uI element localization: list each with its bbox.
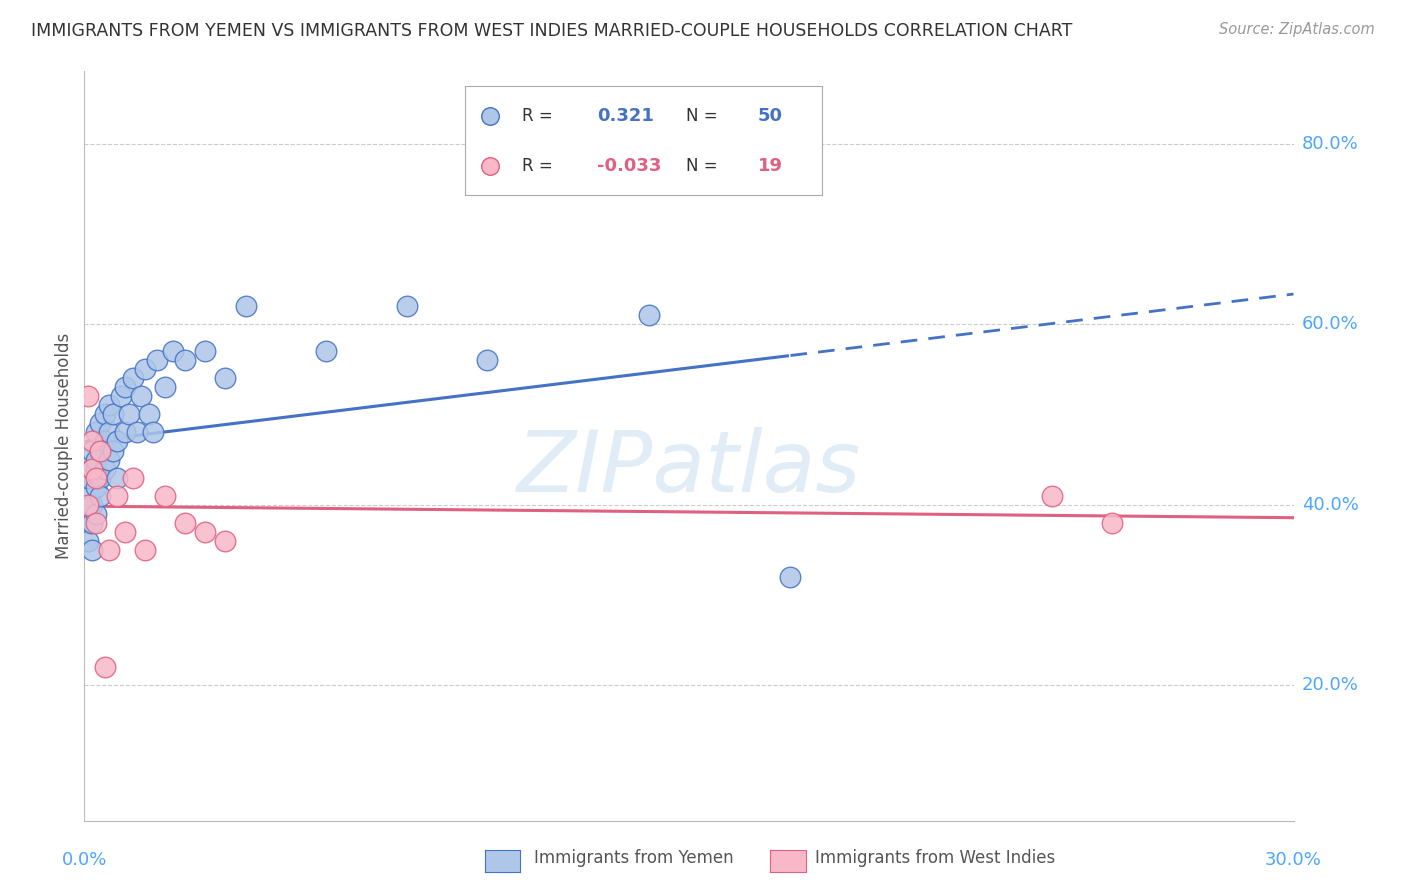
Y-axis label: Married-couple Households: Married-couple Households [55, 333, 73, 559]
Point [86, 507, 108, 521]
Point [174, 516, 197, 530]
Point [97, 398, 120, 412]
Point [93, 434, 115, 449]
Point [82, 542, 104, 557]
Point [89, 489, 111, 503]
Text: 60.0%: 60.0% [1302, 315, 1358, 333]
Point [118, 408, 141, 422]
Point [114, 380, 136, 394]
Point [82, 434, 104, 449]
Point [1040, 489, 1063, 503]
Point [142, 425, 165, 440]
Point [194, 344, 217, 359]
Point [162, 344, 184, 359]
Text: 40.0%: 40.0% [1302, 496, 1358, 514]
Point [77, 516, 100, 530]
Point [86, 461, 108, 475]
Point [89, 470, 111, 484]
Point [105, 470, 128, 484]
Point [101, 443, 124, 458]
Text: ZIPatlas: ZIPatlas [517, 427, 860, 510]
Text: 80.0%: 80.0% [1302, 135, 1358, 153]
Point [86, 425, 108, 440]
Point [89, 443, 111, 458]
Point [214, 371, 236, 385]
Point [110, 389, 132, 403]
Point [89, 443, 111, 458]
Point [101, 408, 124, 422]
Point [82, 498, 104, 512]
Point [134, 362, 156, 376]
Point [77, 533, 100, 548]
Point [82, 516, 104, 530]
Point [105, 489, 128, 503]
Point [93, 660, 115, 674]
Point [395, 299, 418, 313]
Point [97, 452, 120, 467]
Point [77, 489, 100, 503]
Point [77, 470, 100, 484]
Point [315, 344, 337, 359]
Point [174, 353, 197, 368]
Point [82, 443, 104, 458]
Point [97, 425, 120, 440]
Point [105, 434, 128, 449]
Point [477, 353, 499, 368]
Text: Source: ZipAtlas.com: Source: ZipAtlas.com [1219, 22, 1375, 37]
Point [121, 371, 143, 385]
Point [114, 524, 136, 539]
Text: 30.0%: 30.0% [1265, 851, 1322, 869]
Point [82, 461, 104, 475]
Text: 20.0%: 20.0% [1302, 676, 1358, 694]
Point [86, 452, 108, 467]
Point [194, 524, 217, 539]
Point [138, 408, 160, 422]
Point [93, 408, 115, 422]
Point [93, 461, 115, 475]
Point [97, 542, 120, 557]
Point [129, 389, 152, 403]
Text: IMMIGRANTS FROM YEMEN VS IMMIGRANTS FROM WEST INDIES MARRIED-COUPLE HOUSEHOLDS C: IMMIGRANTS FROM YEMEN VS IMMIGRANTS FROM… [31, 22, 1073, 40]
Point [125, 425, 148, 440]
Point [153, 380, 176, 394]
Point [1101, 516, 1123, 530]
Point [77, 389, 100, 403]
Point [637, 308, 659, 322]
Point [86, 480, 108, 494]
Point [82, 461, 104, 475]
Point [89, 417, 111, 431]
Text: Immigrants from Yemen: Immigrants from Yemen [534, 849, 734, 867]
Point [134, 542, 156, 557]
Point [77, 498, 100, 512]
Point [235, 299, 257, 313]
Point [121, 470, 143, 484]
Point [86, 470, 108, 484]
Point [153, 489, 176, 503]
Point [214, 533, 236, 548]
Point [114, 425, 136, 440]
Point [779, 570, 801, 584]
Point [86, 516, 108, 530]
Point [146, 353, 169, 368]
Text: Immigrants from West Indies: Immigrants from West Indies [815, 849, 1056, 867]
Text: 0.0%: 0.0% [62, 851, 107, 869]
